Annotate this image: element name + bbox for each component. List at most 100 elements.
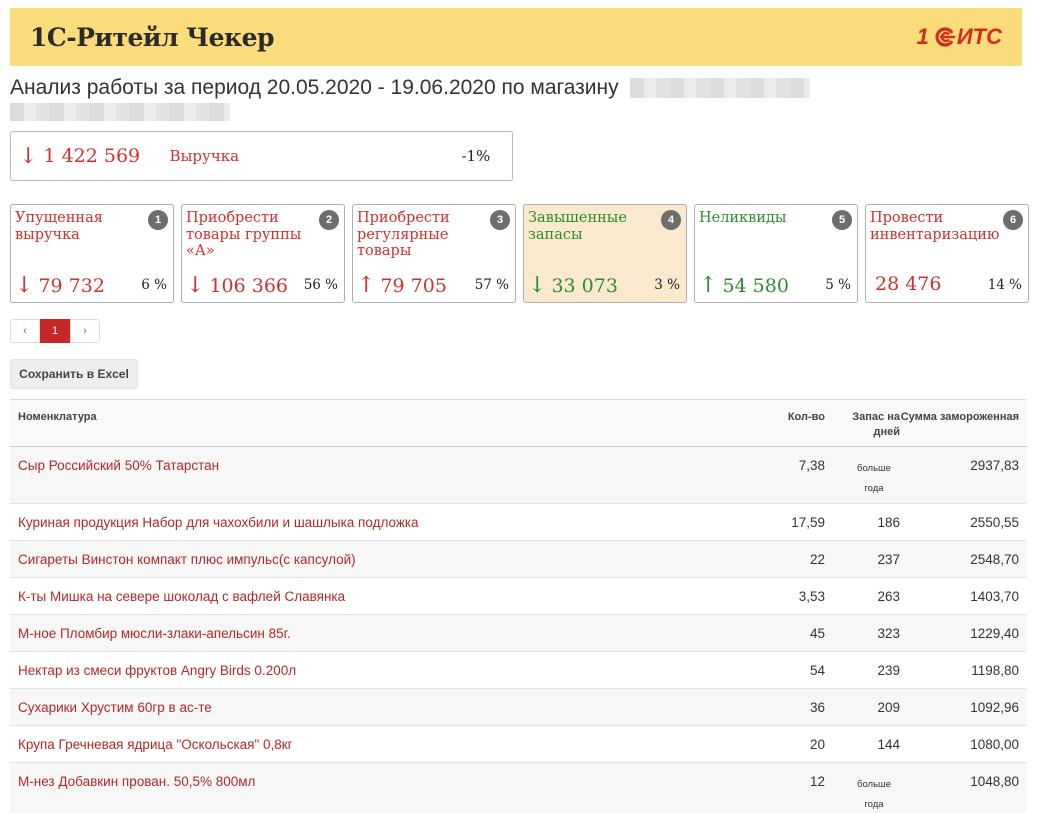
item-name-link[interactable]: Куриная продукция Набор для чахохбили и …	[18, 515, 419, 530]
item-days: 186	[877, 515, 900, 530]
item-days: 263	[877, 589, 900, 604]
logo-prefix: 1	[916, 24, 929, 49]
revenue-card[interactable]: ↓ 1 422 569 Выручка -1%	[10, 131, 513, 181]
page-title-text: Анализ работы за период 20.05.2020 - 19.…	[10, 76, 619, 99]
table-row[interactable]: М-нез Добавкин прован. 50,5% 800мл 12 бо…	[10, 763, 1027, 813]
revenue-pct: -1%	[461, 147, 491, 165]
item-name-link[interactable]: Нектар из смеси фруктов Angry Birds 0.20…	[18, 663, 297, 678]
table-row[interactable]: К-ты Мишка на севере шоколад с вафлей Сл…	[10, 578, 1027, 615]
table-row[interactable]: Сигареты Винстон компакт плюс импульс(с …	[10, 541, 1027, 578]
kpi-card-inventory[interactable]: Провести инвентаризацию 6 28 476 14 %	[865, 204, 1029, 303]
col-header-sum[interactable]: Сумма замороженная	[900, 411, 1019, 423]
item-days: больше года	[825, 447, 900, 503]
item-days: 239	[877, 663, 900, 678]
item-name-link[interactable]: М-ное Пломбир мюсли-злаки-апельсин 85г.	[18, 626, 291, 641]
table-row[interactable]: Крупа Гречневая ядрица "Оскольская" 0,8к…	[10, 726, 1027, 763]
item-qty: 3,53	[798, 589, 825, 604]
table-header: Номенклатура Кол-во Запас на дней Сумма …	[10, 399, 1027, 447]
kpi-value-row: ↑ 79 705	[357, 273, 447, 298]
item-name-link[interactable]: Сыр Российский 50% Татарстан	[18, 458, 220, 473]
kpi-pct: 3 %	[654, 277, 680, 293]
col-header-name[interactable]: Номенклатура	[18, 411, 97, 423]
item-name-link[interactable]: Сухарики Хрустим 60гр в ас-те	[18, 700, 212, 715]
item-days-text: больше года	[857, 463, 891, 494]
item-name-link[interactable]: Крупа Гречневая ядрица "Оскольская" 0,8к…	[18, 737, 293, 752]
kpi-title: Приобрести регулярные товары	[357, 210, 450, 259]
table-row[interactable]: Куриная продукция Набор для чахохбили и …	[10, 504, 1027, 541]
item-days: 237	[877, 552, 900, 567]
revenue-label: Выручка	[169, 147, 240, 165]
kpi-value: 33 073	[551, 274, 618, 297]
item-days-text: больше года	[857, 779, 891, 810]
arrow-up-icon: ↑	[357, 273, 376, 298]
app-header: 1С-Ритейл Чекер 1 ИТС	[10, 8, 1022, 66]
kpi-value: 28 476	[875, 273, 942, 295]
item-days: 323	[877, 626, 900, 641]
item-qty: 36	[809, 700, 825, 715]
kpi-card-buy-group-a[interactable]: Приобрести товары группы «А» 2 ↓ 106 366…	[181, 204, 345, 303]
kpi-number-badge: 6	[1003, 210, 1023, 230]
page-title: Анализ работы за период 20.05.2020 - 19.…	[10, 75, 1030, 121]
item-days: 209	[877, 700, 900, 715]
arrow-down-icon: ↓	[15, 273, 34, 298]
item-sum: 1092,96	[970, 700, 1019, 715]
kpi-number-badge: 1	[148, 210, 168, 230]
kpi-value-row: ↓ 33 073	[528, 273, 618, 298]
logo-text: ИТС	[956, 24, 1002, 49]
kpi-number-badge: 5	[832, 210, 852, 230]
item-sum: 1080,00	[970, 737, 1019, 752]
col-header-qty[interactable]: Кол-во	[787, 411, 825, 423]
col-header-days[interactable]: Запас на дней	[852, 411, 900, 438]
kpi-title: Упущенная выручка	[15, 210, 103, 243]
pagination-page-1[interactable]: 1	[40, 319, 70, 343]
pagination-next-button[interactable]: ›	[70, 319, 100, 343]
table-row[interactable]: Нектар из смеси фруктов Angry Birds 0.20…	[10, 652, 1027, 689]
save-excel-button[interactable]: Сохранить в Excel	[10, 359, 138, 389]
items-table: Номенклатура Кол-во Запас на дней Сумма …	[10, 399, 1027, 813]
item-qty: 22	[809, 552, 825, 567]
app-title: 1С-Ритейл Чекер	[30, 22, 274, 52]
arrow-down-icon: ↓	[528, 273, 547, 298]
kpi-title: Приобрести товары группы «А»	[186, 210, 302, 259]
arrow-up-icon: ↑	[699, 273, 718, 298]
item-name-link[interactable]: М-нез Добавкин прован. 50,5% 800мл	[18, 774, 256, 789]
item-qty: 17,59	[791, 515, 825, 530]
item-name-link[interactable]: Сигареты Винстон компакт плюс импульс(с …	[18, 552, 356, 567]
kpi-card-buy-regular[interactable]: Приобрести регулярные товары 3 ↑ 79 705 …	[352, 204, 516, 303]
table-row[interactable]: Сыр Российский 50% Татарстан 7,38 больше…	[10, 447, 1027, 504]
table-row[interactable]: Сухарики Хрустим 60гр в ас-те 36 209 109…	[10, 689, 1027, 726]
table-row[interactable]: М-ное Пломбир мюсли-злаки-апельсин 85г. …	[10, 615, 1027, 652]
item-sum: 1403,70	[970, 589, 1019, 604]
pagination-prev-button[interactable]: ‹	[10, 319, 40, 343]
kpi-card-illiquid[interactable]: Неликвиды 5 ↑ 54 580 5 %	[694, 204, 858, 303]
kpi-number-badge: 4	[661, 210, 681, 230]
item-days: больше года	[825, 763, 900, 813]
item-qty: 45	[809, 626, 825, 641]
item-qty: 7,38	[798, 458, 825, 473]
item-sum: 1229,40	[970, 626, 1019, 641]
item-qty: 12	[809, 774, 825, 789]
its-logo[interactable]: 1 ИТС	[917, 24, 1002, 50]
kpi-value-row: ↓ 79 732	[15, 273, 105, 298]
kpi-cards: Упущенная выручка 1 ↓ 79 732 6 % Приобре…	[10, 204, 1029, 303]
kpi-title: Провести инвентаризацию	[870, 210, 1000, 243]
pagination: ‹ 1 ›	[10, 319, 100, 343]
kpi-pct: 56 %	[303, 277, 338, 293]
item-sum: 2550,55	[970, 515, 1019, 530]
item-sum: 1048,80	[970, 774, 1019, 789]
kpi-number-badge: 3	[490, 210, 510, 230]
table-body: Сыр Российский 50% Татарстан 7,38 больше…	[10, 447, 1027, 813]
item-qty: 54	[809, 663, 825, 678]
kpi-value-row: ↑ 54 580	[699, 273, 789, 298]
kpi-value: 79 705	[380, 274, 447, 297]
item-qty: 20	[809, 737, 825, 752]
item-name-link[interactable]: К-ты Мишка на севере шоколад с вафлей Сл…	[18, 589, 346, 604]
item-days: 144	[877, 737, 900, 752]
item-sum: 2548,70	[970, 552, 1019, 567]
item-sum: 1198,80	[971, 663, 1019, 678]
kpi-pct: 57 %	[474, 277, 509, 293]
logo-c-mark-icon	[935, 27, 955, 47]
kpi-card-overstock[interactable]: Завышенные запасы 4 ↓ 33 073 3 %	[523, 204, 687, 303]
kpi-value: 54 580	[722, 274, 789, 297]
kpi-card-lost-revenue[interactable]: Упущенная выручка 1 ↓ 79 732 6 %	[10, 204, 174, 303]
